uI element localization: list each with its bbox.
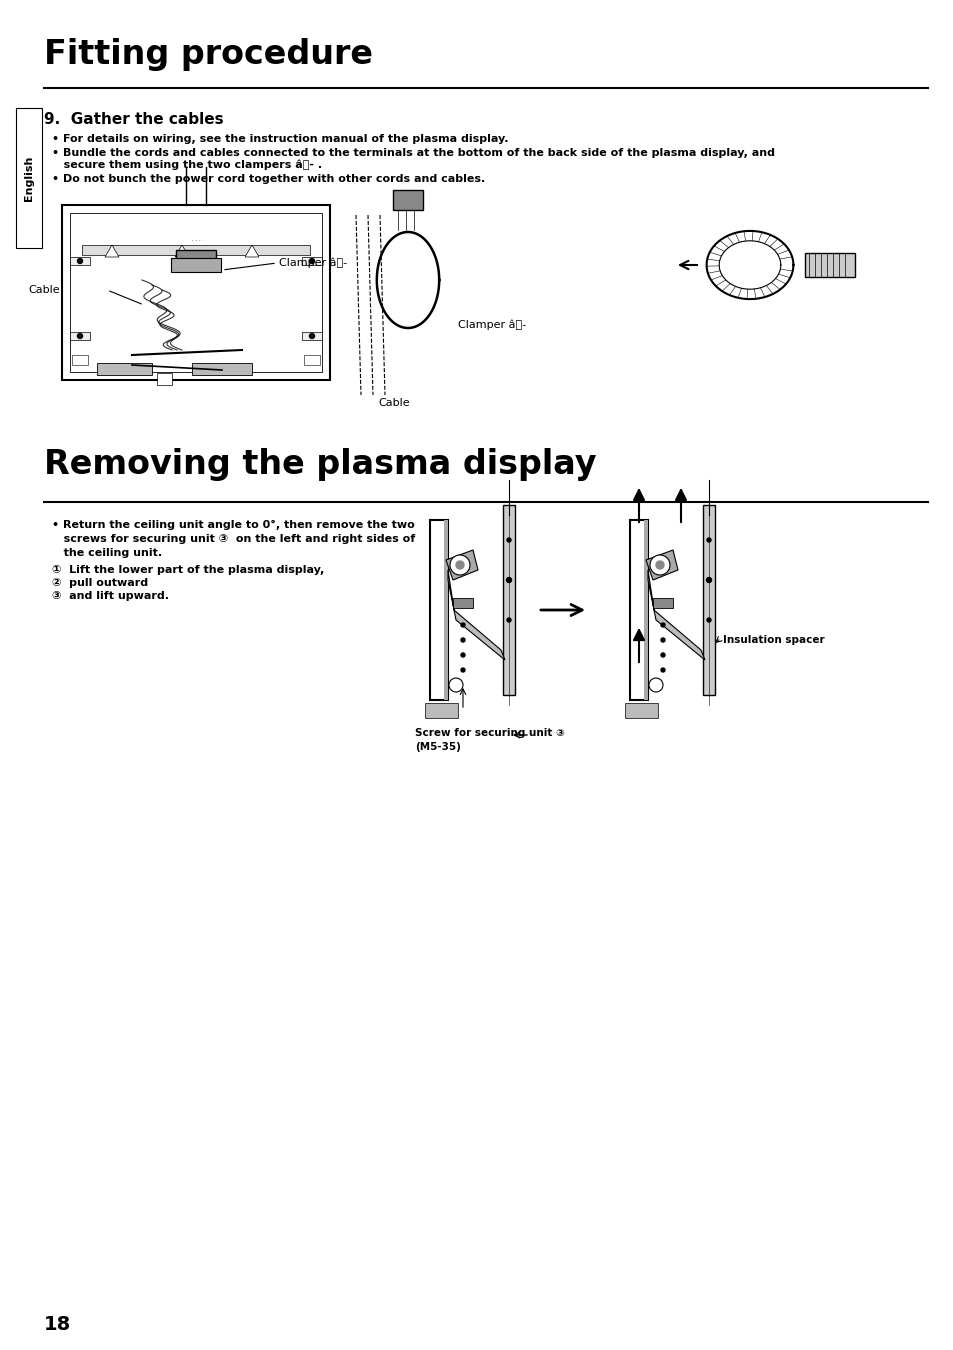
Bar — [804, 252, 854, 277]
Text: • Bundle the cords and cables connected to the terminals at the bottom of the ba: • Bundle the cords and cables connected … — [52, 148, 774, 158]
Bar — [393, 190, 422, 211]
Text: • Return the ceiling unit angle to 0°, then remove the two: • Return the ceiling unit angle to 0°, t… — [52, 520, 415, 531]
Bar — [82, 244, 310, 255]
Circle shape — [456, 562, 463, 568]
Bar — [702, 505, 714, 695]
Text: screws for securing unit ③  on the left and right sides of: screws for securing unit ③ on the left a… — [52, 535, 415, 544]
Bar — [443, 520, 448, 701]
Text: the ceiling unit.: the ceiling unit. — [52, 548, 162, 558]
Polygon shape — [448, 570, 504, 660]
Circle shape — [706, 618, 710, 622]
Text: secure them using the two clampers â­ .: secure them using the two clampers â­ . — [52, 161, 322, 170]
Circle shape — [309, 333, 314, 339]
Text: ②  pull outward: ② pull outward — [52, 578, 148, 589]
Polygon shape — [446, 549, 477, 580]
Text: ①  Lift the lower part of the plasma display,: ① Lift the lower part of the plasma disp… — [52, 566, 324, 575]
Circle shape — [660, 653, 664, 657]
Bar — [97, 363, 152, 375]
Circle shape — [460, 653, 464, 657]
Text: (M5-35): (M5-35) — [415, 743, 460, 752]
Circle shape — [77, 333, 82, 339]
Bar — [302, 332, 322, 340]
Bar — [652, 598, 672, 608]
Text: Clamper â­: Clamper â­ — [278, 256, 347, 267]
Bar — [70, 332, 90, 340]
Polygon shape — [105, 244, 119, 256]
Text: Insulation spacer: Insulation spacer — [722, 634, 823, 645]
Circle shape — [660, 622, 664, 626]
Text: Clamper â­: Clamper â­ — [457, 320, 525, 331]
Text: English: English — [24, 155, 34, 201]
Bar — [629, 520, 647, 701]
Circle shape — [309, 258, 314, 263]
Bar — [62, 205, 330, 379]
Text: Cable: Cable — [29, 285, 60, 296]
Circle shape — [506, 539, 511, 541]
Bar — [624, 703, 658, 718]
Text: Removing the plasma display: Removing the plasma display — [44, 448, 596, 481]
Text: Screw for securing unit ③: Screw for securing unit ③ — [415, 728, 564, 738]
Bar — [502, 505, 515, 695]
Circle shape — [706, 539, 710, 541]
Polygon shape — [647, 570, 704, 660]
Circle shape — [506, 578, 511, 582]
Bar — [70, 213, 322, 373]
Circle shape — [648, 678, 662, 693]
Bar — [424, 703, 457, 718]
Polygon shape — [174, 244, 189, 256]
Text: 9.  Gather the cables: 9. Gather the cables — [44, 112, 223, 127]
Bar — [430, 520, 448, 701]
Polygon shape — [645, 549, 678, 580]
Bar — [70, 256, 90, 265]
Text: 18: 18 — [44, 1315, 71, 1334]
Text: • Do not bunch the power cord together with other cords and cables.: • Do not bunch the power cord together w… — [52, 174, 485, 184]
Bar — [304, 355, 319, 364]
Circle shape — [460, 668, 464, 672]
Circle shape — [649, 555, 669, 575]
Bar — [302, 256, 322, 265]
Circle shape — [77, 258, 82, 263]
Text: Cable: Cable — [377, 398, 409, 408]
Bar — [71, 355, 88, 364]
Circle shape — [460, 622, 464, 626]
Circle shape — [449, 678, 462, 693]
Text: . . .: . . . — [192, 238, 200, 242]
Bar — [16, 108, 42, 248]
Bar — [453, 598, 473, 608]
Bar — [643, 520, 647, 701]
Text: Fitting procedure: Fitting procedure — [44, 38, 373, 72]
Circle shape — [660, 639, 664, 643]
Circle shape — [460, 639, 464, 643]
Bar — [192, 363, 252, 375]
Circle shape — [450, 555, 470, 575]
Circle shape — [660, 668, 664, 672]
Text: ③  and lift upward.: ③ and lift upward. — [52, 591, 169, 601]
Bar — [157, 373, 172, 385]
Circle shape — [656, 562, 663, 568]
Polygon shape — [245, 244, 258, 256]
Circle shape — [706, 578, 711, 582]
Bar — [171, 258, 221, 271]
Circle shape — [506, 618, 511, 622]
Bar — [175, 250, 215, 269]
Text: • For details on wiring, see the instruction manual of the plasma display.: • For details on wiring, see the instruc… — [52, 134, 508, 144]
